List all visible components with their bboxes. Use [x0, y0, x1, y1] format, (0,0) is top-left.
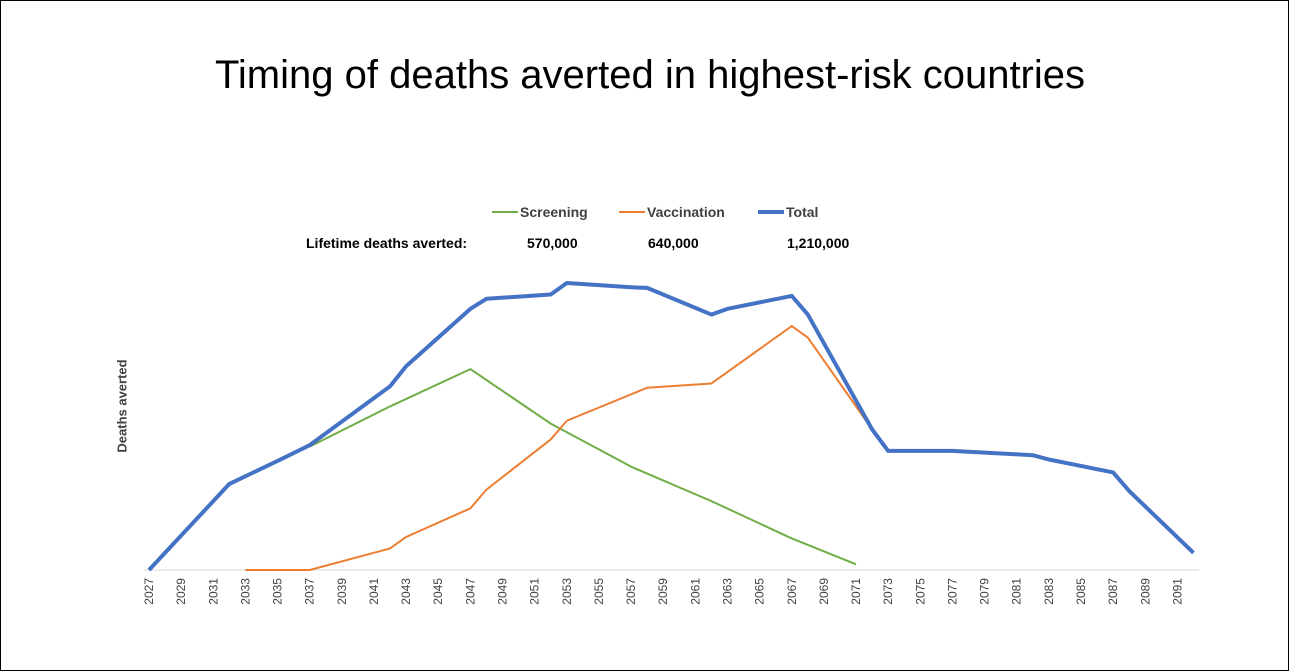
x-tick-label: 2041: [367, 578, 381, 605]
x-tick-label: 2053: [560, 578, 574, 605]
x-tick-label: 2059: [656, 578, 670, 605]
legend-item-vaccination: Vaccination: [619, 204, 725, 220]
x-tick-label: 2061: [688, 578, 702, 605]
x-tick-label: 2029: [174, 578, 188, 605]
page-title: Timing of deaths averted in highest-risk…: [214, 53, 1086, 97]
x-tick-label: 2047: [463, 578, 477, 605]
x-tick-label: 2045: [431, 578, 445, 605]
x-tick-label: 2043: [399, 578, 413, 605]
x-tick-label: 2089: [1138, 578, 1152, 605]
x-tick-label: 2063: [720, 578, 734, 605]
x-tick-label: 2077: [945, 578, 959, 605]
x-tick-label: 2085: [1074, 578, 1088, 605]
legend-label-screening: Screening: [520, 204, 588, 220]
lifetime-total-value: 1,210,000: [787, 235, 850, 251]
legend-swatch-total: [758, 210, 784, 214]
x-tick-label: 2067: [785, 578, 799, 605]
legend-label-vaccination: Vaccination: [647, 204, 725, 220]
chart-legend: Screening Vaccination Total: [1, 204, 1289, 224]
x-tick-label: 2087: [1106, 578, 1120, 605]
x-tick-label: 2049: [496, 578, 510, 605]
legend-label-total: Total: [786, 204, 819, 220]
x-tick-label: 2051: [528, 578, 542, 605]
legend-swatch-screening: [492, 211, 518, 213]
x-tick-label: 2055: [592, 578, 606, 605]
lifetime-label: Lifetime deaths averted:: [306, 235, 468, 251]
series-line-screening: [309, 368, 857, 566]
x-tick-label: 2079: [978, 578, 992, 605]
x-tick-label: 2071: [849, 578, 863, 605]
legend-item-total: Total: [758, 204, 818, 220]
x-tick-label: 2065: [753, 578, 767, 605]
lifetime-vaccination-value: 640,000: [648, 235, 699, 251]
x-tick-label: 2027: [142, 578, 156, 605]
x-tick-label: 2057: [624, 578, 638, 605]
x-tick-label: 2037: [303, 578, 317, 605]
x-tick-label: 2035: [271, 578, 285, 605]
x-tick-label: 2033: [238, 578, 252, 605]
legend-swatch-vaccination: [619, 211, 645, 213]
x-tick-label: 2083: [1042, 578, 1056, 605]
lifetime-screening-value: 570,000: [527, 235, 578, 251]
x-tick-label: 2039: [335, 578, 349, 605]
x-tick-label: 2069: [817, 578, 831, 605]
x-tick-label: 2031: [206, 578, 220, 605]
series-line-total: [147, 281, 1195, 572]
series-line-vaccination: [245, 325, 873, 571]
x-tick-label: 2075: [913, 578, 927, 605]
x-tick-label: 2091: [1170, 578, 1184, 605]
x-tick-label: 2073: [881, 578, 895, 605]
legend-item-screening: Screening: [492, 204, 588, 220]
x-tick-label: 2081: [1010, 578, 1024, 605]
